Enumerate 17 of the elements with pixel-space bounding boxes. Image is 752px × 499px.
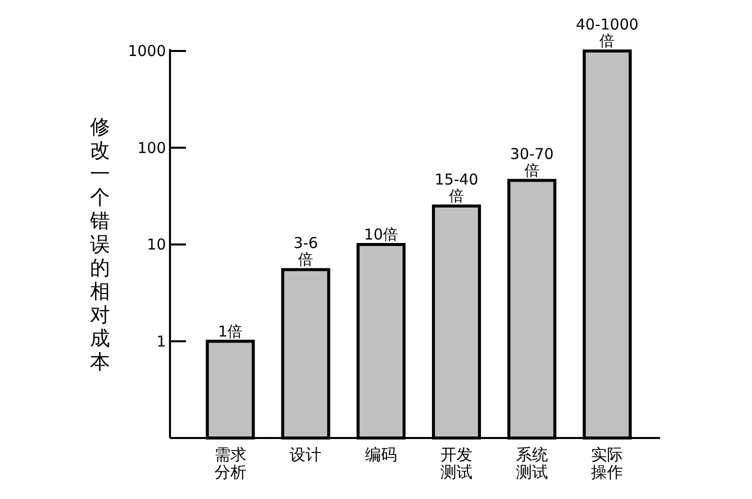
y-tick-label: 100 — [137, 138, 166, 157]
x-tick-label: 实际操作 — [591, 445, 624, 482]
x-tick-label: 编码 — [365, 445, 398, 464]
text: 修改一个错误的相对成本 — [90, 114, 110, 374]
data-label: 3-6 倍 — [293, 234, 318, 269]
data-label: 30-70 倍 — [510, 144, 554, 180]
x-tick-label: 需求分析 — [214, 445, 246, 482]
y-tick-label: 1 — [156, 332, 166, 350]
x-tick-label: 开发测试 — [440, 445, 472, 482]
y-tick-label: 1000 — [128, 42, 166, 60]
x-tick-label: 系统测试 — [516, 445, 548, 482]
data-label: 10倍 — [364, 226, 398, 244]
x-tick-label: 设计 — [290, 445, 322, 464]
data-label: 15-40 倍 — [434, 170, 478, 205]
data-label: 1倍 — [218, 322, 243, 340]
data-label: 40-1000 倍 — [576, 16, 639, 50]
y-tick-label: 10 — [146, 236, 166, 254]
